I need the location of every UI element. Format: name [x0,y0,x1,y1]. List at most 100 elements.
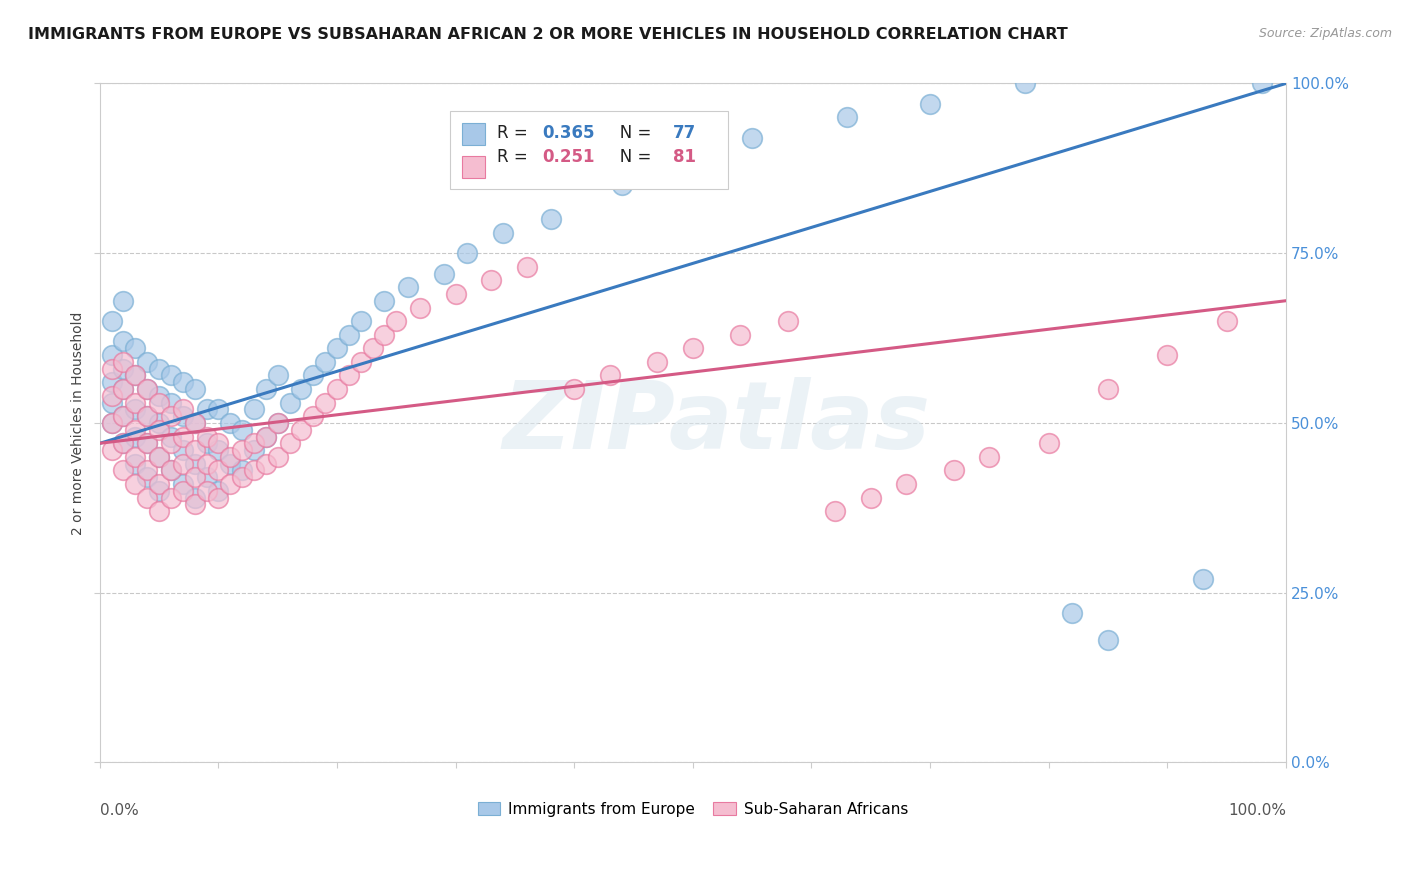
Point [100,395,122,409]
Point [136,409,159,424]
Point [100,443,122,458]
Point [172,375,194,389]
Point [100,416,122,430]
Text: 77: 77 [672,124,696,142]
Y-axis label: 2 or more Vehicles in Household: 2 or more Vehicles in Household [72,311,86,534]
Point [243,402,266,417]
Point [231,423,253,437]
Point [195,457,218,471]
Point [112,334,135,349]
Point [112,382,135,396]
Point [243,463,266,477]
Point [361,341,384,355]
Point [776,314,799,328]
Point [254,429,277,443]
Point [1192,572,1215,586]
Point [599,368,621,383]
Point [920,96,942,111]
Point [207,402,229,417]
Text: 81: 81 [672,148,696,166]
Point [112,436,135,450]
Point [835,111,858,125]
Point [540,212,562,227]
Point [326,341,349,355]
Point [136,436,159,450]
Point [610,178,633,193]
Point [492,226,515,240]
Text: N =: N = [605,148,657,166]
Point [314,395,336,409]
Point [172,429,194,443]
Point [326,382,349,396]
Point [136,463,159,477]
Point [160,463,183,477]
Point [396,280,419,294]
Point [231,470,253,484]
Point [183,470,205,484]
Point [172,477,194,491]
Point [859,491,882,505]
Bar [461,156,485,178]
Point [136,470,159,484]
Point [160,395,183,409]
Point [148,416,170,430]
Point [444,287,467,301]
Point [148,395,170,409]
Point [112,436,135,450]
Point [160,429,183,443]
Point [682,158,704,172]
Point [824,504,846,518]
Point [456,246,478,260]
Point [243,436,266,450]
Point [183,457,205,471]
Point [112,361,135,376]
Point [302,368,325,383]
Point [100,416,122,430]
Point [112,355,135,369]
Point [207,443,229,458]
Point [979,450,1001,464]
Point [136,436,159,450]
Point [278,436,301,450]
Point [160,409,183,424]
Legend: Immigrants from Europe, Sub-Saharan Africans: Immigrants from Europe, Sub-Saharan Afri… [471,796,914,822]
Text: IMMIGRANTS FROM EUROPE VS SUBSAHARAN AFRICAN 2 OR MORE VEHICLES IN HOUSEHOLD COR: IMMIGRANTS FROM EUROPE VS SUBSAHARAN AFR… [28,27,1069,42]
Point [562,382,585,396]
Point [112,463,135,477]
Point [124,477,146,491]
Point [148,477,170,491]
Point [195,429,218,443]
Point [112,409,135,424]
Point [195,470,218,484]
Point [267,450,290,464]
Point [124,423,146,437]
Point [302,409,325,424]
Point [290,382,312,396]
Point [337,327,360,342]
Point [160,368,183,383]
Point [896,477,918,491]
Point [741,130,763,145]
Point [100,314,122,328]
Point [207,436,229,450]
Point [112,382,135,396]
Point [148,423,170,437]
Point [1038,436,1060,450]
Point [124,368,146,383]
Text: N =: N = [605,124,657,142]
Text: 0.365: 0.365 [543,124,595,142]
Point [136,382,159,396]
Point [1097,382,1119,396]
Point [314,355,336,369]
Point [1156,348,1178,362]
Point [195,436,218,450]
Point [136,382,159,396]
Point [267,416,290,430]
Point [337,368,360,383]
Point [124,450,146,464]
Point [254,457,277,471]
Point [219,457,242,471]
Point [942,463,965,477]
Point [1251,77,1274,91]
Point [112,409,135,424]
